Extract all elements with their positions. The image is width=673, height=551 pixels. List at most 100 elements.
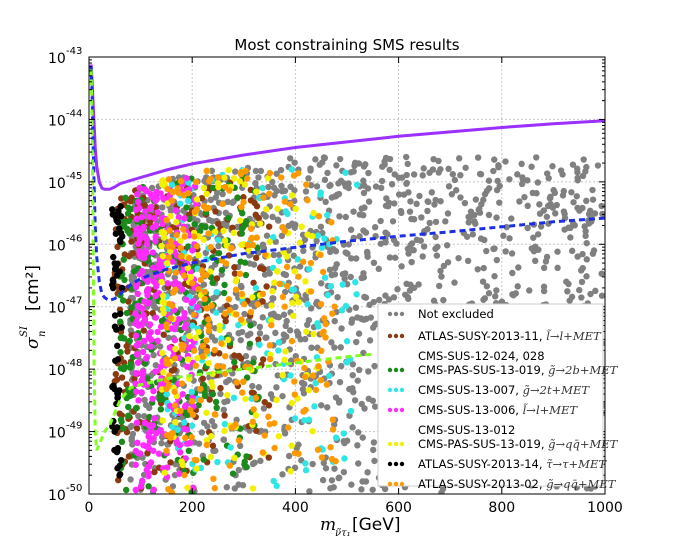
scatter-point — [364, 469, 371, 476]
scatter-point — [408, 215, 415, 223]
scatter-point — [160, 369, 167, 376]
scatter-point — [184, 484, 191, 491]
scatter-point — [490, 167, 497, 175]
scatter-point — [178, 458, 185, 465]
scatter-point — [177, 407, 184, 415]
scatter-point — [163, 447, 170, 454]
scatter-point — [158, 317, 166, 325]
scatter-point — [241, 461, 248, 468]
scatter-point — [329, 416, 337, 423]
scatter-point — [119, 233, 126, 240]
scatter-point — [571, 222, 578, 229]
scatter-point — [235, 481, 242, 488]
scatter-point — [317, 376, 325, 384]
legend-entry: ATLAS-SUSY-2013-11, l̃→l+MET — [387, 329, 602, 343]
scatter-point — [192, 362, 200, 369]
scatter-point — [419, 253, 426, 260]
limit-curve — [89, 66, 605, 303]
scatter-point — [231, 454, 238, 462]
scatter-point — [142, 401, 150, 409]
scatter-point — [479, 278, 487, 285]
scatter-point — [160, 331, 167, 338]
scatter-point — [578, 278, 586, 286]
legend-marker — [399, 407, 405, 413]
scatter-point — [442, 218, 449, 225]
scatter-point — [302, 188, 310, 195]
scatter-point — [208, 432, 215, 440]
scatter-point — [580, 156, 587, 163]
scatter-point — [307, 259, 315, 267]
legend-marker — [393, 387, 399, 393]
scatter-point — [356, 233, 363, 240]
scatter-point — [126, 337, 133, 345]
scatter-point — [214, 174, 222, 181]
scatter-point — [171, 388, 178, 395]
scatter-point — [287, 372, 294, 379]
scatter-point — [266, 238, 273, 246]
scatter-point — [288, 192, 296, 199]
scatter-point — [138, 389, 145, 396]
scatter-point — [112, 357, 119, 364]
scatter-point — [485, 211, 493, 219]
scatter-point — [118, 418, 125, 425]
scatter-point — [291, 415, 299, 422]
scatter-point — [303, 181, 310, 188]
scatter-point — [122, 486, 130, 494]
scatter-point — [169, 423, 176, 430]
scatter-point — [211, 422, 218, 430]
scatter-point — [328, 455, 336, 463]
scatter-point — [540, 283, 548, 290]
scatter-point — [377, 184, 385, 192]
scatter-point — [302, 460, 309, 467]
scatter-point — [273, 482, 280, 490]
scatter-point — [332, 434, 340, 441]
scatter-point — [168, 325, 175, 332]
scatter-point — [145, 472, 152, 480]
x-axis-ticks: 0 200 400 600 800 1000 — [85, 57, 623, 516]
scatter-point — [193, 242, 201, 250]
scatter-point — [238, 230, 245, 237]
scatter-point — [281, 356, 288, 364]
scatter-point — [291, 268, 298, 275]
scatter-point — [439, 485, 447, 493]
scatter-point — [327, 182, 334, 189]
scatter-point — [111, 260, 118, 267]
scatter-point — [381, 485, 389, 493]
scatter-point — [370, 259, 378, 267]
scatter-point — [269, 295, 276, 302]
scatter-point — [265, 223, 273, 230]
scatter-point — [141, 316, 149, 324]
scatter-point — [589, 196, 597, 203]
scatter-point — [546, 195, 554, 202]
scatter-point — [594, 162, 602, 169]
legend-marker — [393, 481, 399, 487]
scatter-point — [250, 261, 258, 268]
scatter-point — [569, 161, 577, 168]
scatter-point — [218, 266, 226, 274]
legend-label-line2: CMS-PAS-SUS-13-019, g̃→2b+MET — [418, 363, 619, 377]
scatter-point — [150, 264, 157, 271]
scatter-point — [263, 334, 270, 341]
scatter-point — [382, 229, 389, 236]
scatter-point — [221, 174, 228, 181]
scatter-point — [574, 177, 581, 184]
scatter-point — [307, 167, 314, 174]
scatter-point — [132, 370, 140, 377]
scatter-point — [259, 241, 267, 248]
scatter-point — [156, 343, 164, 350]
legend-label: CMS-SUS-13-006, l̃→l+MET — [418, 403, 578, 417]
scatter-point — [215, 249, 223, 257]
scatter-point — [294, 170, 302, 177]
scatter-point — [471, 218, 478, 225]
scatter-point — [290, 312, 297, 319]
scatter-point — [377, 217, 384, 225]
scatter-point — [275, 433, 283, 440]
scatter-point — [139, 348, 147, 356]
scatter-point — [205, 204, 212, 212]
scatter-point — [406, 208, 414, 215]
scatter-point — [144, 292, 151, 299]
scatter-point — [134, 290, 141, 298]
scatter-point — [118, 374, 126, 381]
scatter-point — [208, 167, 216, 175]
